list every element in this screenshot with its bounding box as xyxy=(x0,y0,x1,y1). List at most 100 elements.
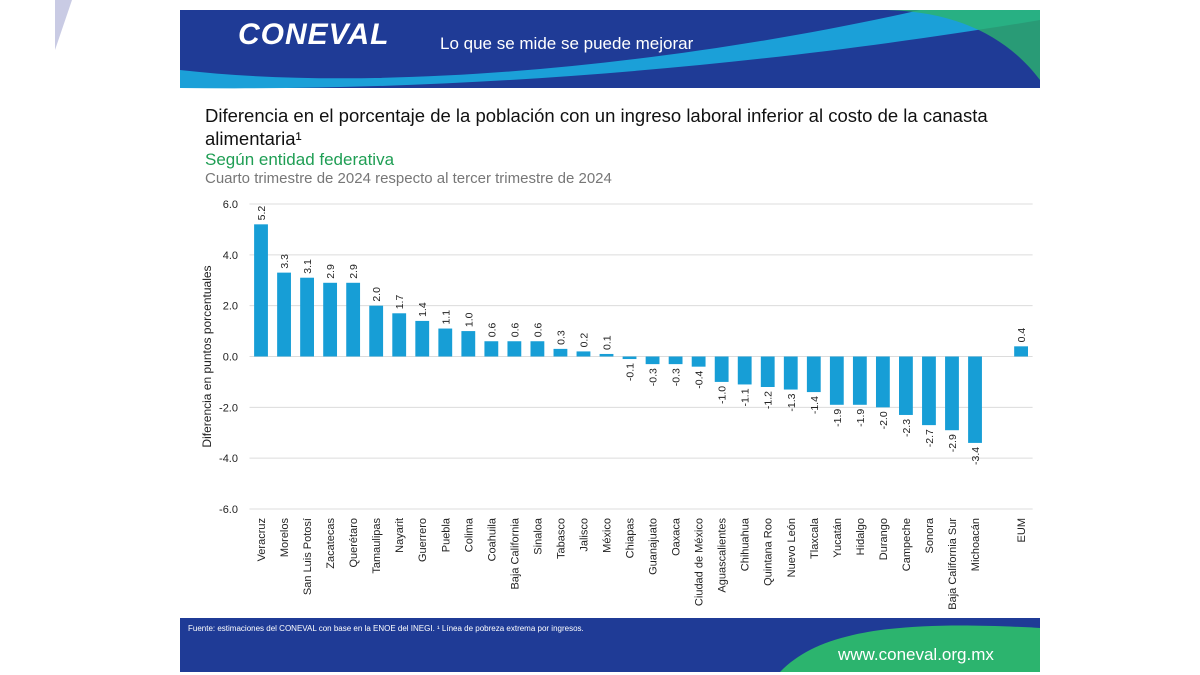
x-tick-label: Oaxaca xyxy=(671,517,683,556)
value-label: -2.7 xyxy=(924,429,936,447)
x-tick-label: Hidalgo xyxy=(855,518,867,555)
x-tick-label: Quintana Roo xyxy=(763,518,775,586)
value-label: 0.3 xyxy=(555,330,567,345)
value-label: 0.6 xyxy=(486,322,498,337)
x-tick-label: Tabasco xyxy=(555,518,567,559)
chart-title: Diferencia en el porcentaje de la poblac… xyxy=(205,105,988,149)
bar xyxy=(945,356,959,431)
x-tick-label: Chihuahua xyxy=(740,517,752,571)
x-tick-label: Michoacán xyxy=(970,518,982,571)
value-label: 0.2 xyxy=(578,333,590,348)
bar xyxy=(806,356,821,393)
x-tick-label: Veracruz xyxy=(256,518,268,561)
bar xyxy=(507,341,522,357)
value-label: -1.9 xyxy=(832,409,844,427)
source-note: Fuente: estimaciones del CONEVAL con bas… xyxy=(188,624,584,633)
bar xyxy=(714,356,729,382)
value-label: -0.1 xyxy=(625,363,637,381)
x-tick-label: Durango xyxy=(878,518,890,560)
x-tick-label: Aguascalientes xyxy=(717,518,729,593)
bar xyxy=(922,356,936,426)
x-tick-label: Nayarit xyxy=(394,518,406,553)
value-label: 0.6 xyxy=(509,322,521,337)
value-label: -1.0 xyxy=(717,386,729,404)
value-label: -2.9 xyxy=(947,434,959,452)
bar xyxy=(645,356,660,365)
y-tick-label: 2.0 xyxy=(223,301,238,313)
x-tick-label: Coahuila xyxy=(486,517,498,561)
x-tick-label: México xyxy=(602,518,614,553)
x-tick-label: Campeche xyxy=(901,518,913,571)
value-label: -0.3 xyxy=(671,368,683,386)
x-tick-label: Baja California xyxy=(509,517,521,589)
x-tick-label: Nuevo León xyxy=(786,518,798,577)
value-label: -2.0 xyxy=(878,411,890,429)
value-label: 1.4 xyxy=(417,302,429,317)
bar xyxy=(438,328,453,357)
value-label: -1.2 xyxy=(763,391,775,409)
value-label: -1.9 xyxy=(855,409,867,427)
bar xyxy=(461,331,476,357)
bar xyxy=(254,224,268,357)
y-tick-label: 6.0 xyxy=(223,199,238,211)
corner-shape xyxy=(55,0,72,50)
x-tick-label: Jalisco xyxy=(578,518,590,552)
value-label: 2.0 xyxy=(371,287,383,302)
value-label: 3.1 xyxy=(302,259,314,274)
bar xyxy=(783,356,798,390)
x-tick-label: Guerrero xyxy=(417,518,429,562)
bar xyxy=(1014,346,1028,357)
value-label: 2.9 xyxy=(348,264,360,279)
x-tick-label: San Luis Potosí xyxy=(302,518,314,595)
y-tick-label: -4.0 xyxy=(219,453,238,465)
x-tick-label: Zacatecas xyxy=(325,518,337,569)
bar xyxy=(300,277,314,357)
header-accent xyxy=(880,10,1040,80)
y-axis-label: Diferencia en puntos porcentuales xyxy=(200,265,214,447)
bar xyxy=(277,272,291,357)
bar xyxy=(530,341,545,357)
footer-wave xyxy=(780,625,1040,672)
value-label: 0.4 xyxy=(1016,328,1028,343)
x-tick-label: Puebla xyxy=(440,517,452,552)
value-label: 0.1 xyxy=(602,335,614,350)
value-label: 0.6 xyxy=(532,322,544,337)
y-tick-label: -6.0 xyxy=(219,504,238,516)
x-tick-label: Querétaro xyxy=(348,518,360,568)
value-label: 1.1 xyxy=(440,310,452,325)
x-tick-label: Sinaloa xyxy=(532,517,544,555)
bar xyxy=(968,356,982,443)
chart: -6.0 -4.0 -2.0 0.0 2.0 4.0 6.0 Diferencia en pu… xyxy=(200,199,1033,610)
value-label: -2.3 xyxy=(901,419,913,437)
bar xyxy=(829,356,844,405)
slogan: Lo que se mide se puede mejorar xyxy=(440,34,694,53)
x-tick-label: Colima xyxy=(463,517,475,552)
y-tick-label: -2.0 xyxy=(219,402,238,414)
bar xyxy=(691,356,706,367)
website: www.coneval.org.mx xyxy=(838,645,994,664)
bar xyxy=(875,356,890,408)
x-tick-label: Ciudad de México xyxy=(694,518,706,606)
value-label: -1.4 xyxy=(809,396,821,414)
bar xyxy=(346,282,361,357)
value-label: -0.4 xyxy=(694,371,706,389)
bar xyxy=(852,356,867,405)
bar xyxy=(899,356,913,415)
x-tick-label: Baja California Sur xyxy=(947,518,959,610)
bar xyxy=(760,356,775,387)
bar xyxy=(737,356,752,385)
y-tick-label: 0.0 xyxy=(223,352,238,364)
value-label: 2.9 xyxy=(325,264,337,279)
value-label: 1.0 xyxy=(463,312,475,327)
value-label: 3.3 xyxy=(279,254,291,269)
x-tick-label: Tamaulipas xyxy=(371,518,383,574)
x-tick-label: EUM xyxy=(1016,518,1028,542)
value-label: 1.7 xyxy=(394,295,406,310)
y-tick-label: 4.0 xyxy=(223,250,238,262)
bar xyxy=(415,320,430,357)
bar xyxy=(599,353,614,357)
value-label: 5.2 xyxy=(256,206,268,221)
bar xyxy=(668,356,683,365)
x-tick-label: Chiapas xyxy=(625,518,637,559)
